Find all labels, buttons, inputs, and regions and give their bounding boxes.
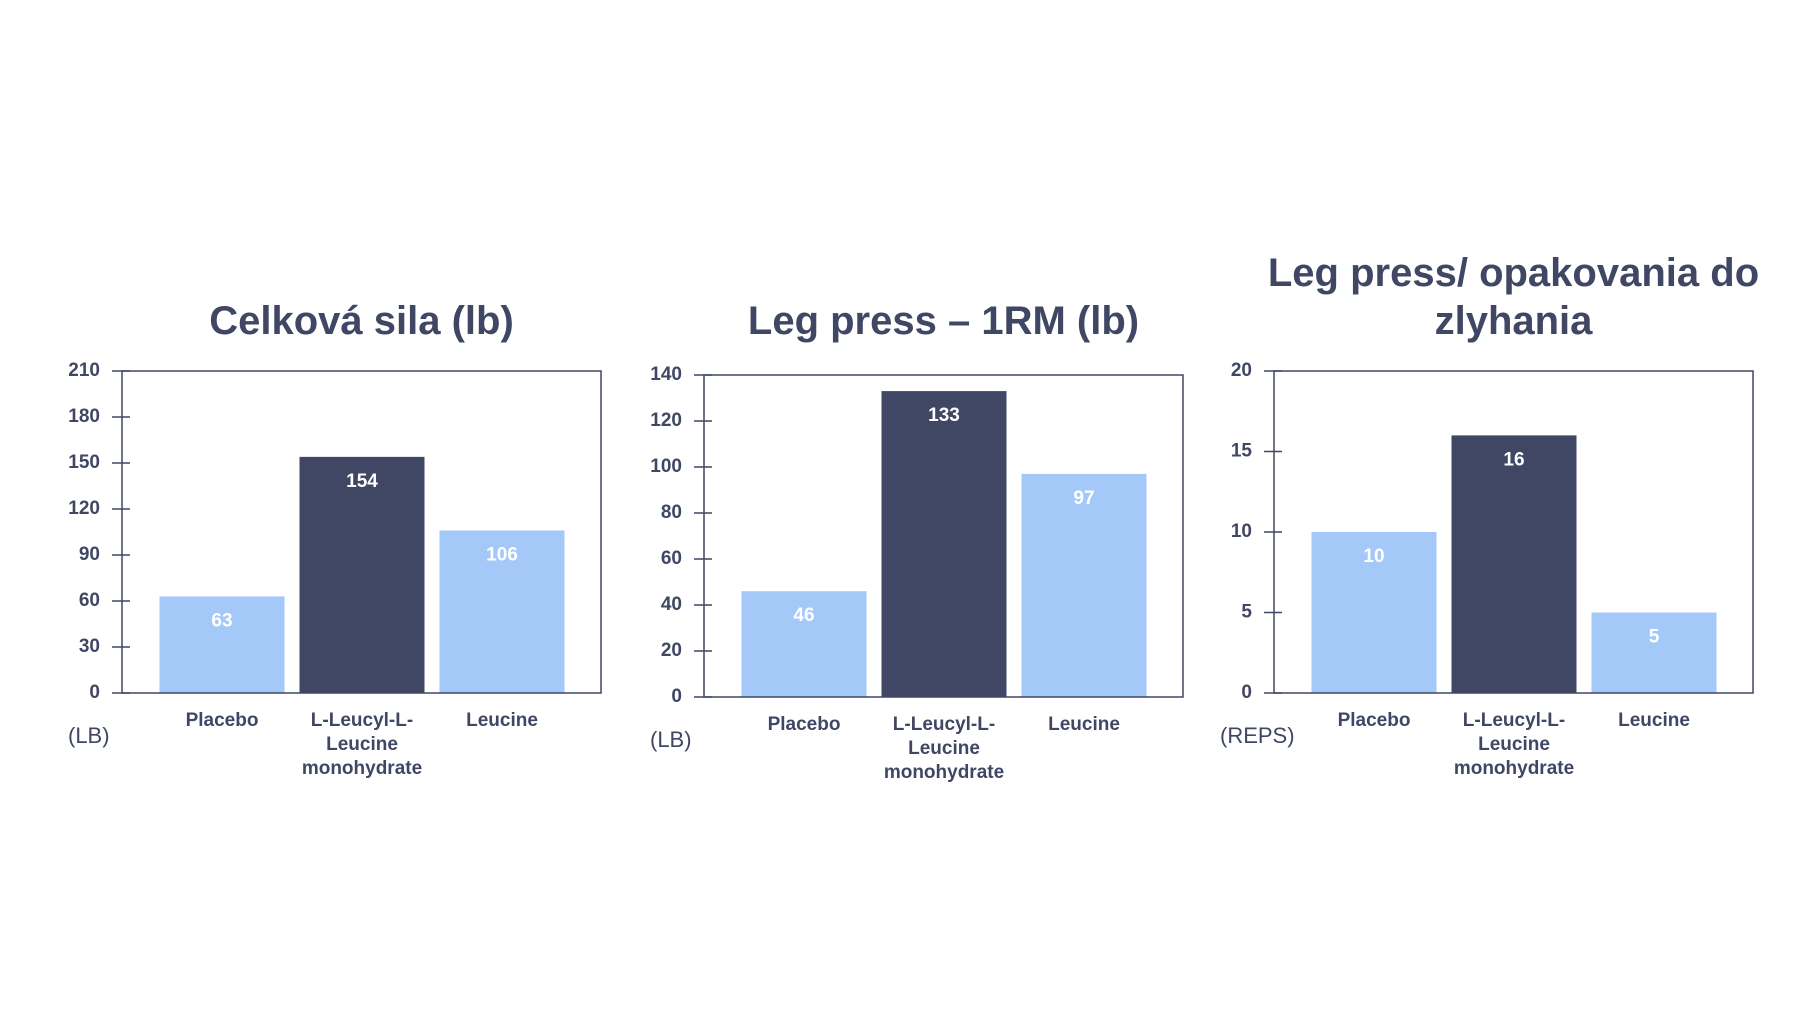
x-tick-label: L-Leucyl-L-Leucine monohydrate xyxy=(883,714,1005,783)
unit-label: (REPS) xyxy=(1220,723,1295,748)
plot-frame xyxy=(703,374,1184,698)
bar xyxy=(1311,532,1437,693)
value-label: 97 xyxy=(1073,488,1094,509)
value-label: 106 xyxy=(486,544,518,565)
y-tick-label: 0 xyxy=(1241,682,1252,703)
chart-title: Celková sila (lb) xyxy=(209,299,514,343)
chart-title: Leg press – 1RM (lb) xyxy=(747,299,1140,343)
y-tick-label: 10 xyxy=(1231,521,1252,542)
x-tick-label: Leucine xyxy=(1048,714,1120,735)
y-tick-label: 40 xyxy=(661,594,682,615)
y-tick-label: 20 xyxy=(661,640,682,661)
y-tick-label: 30 xyxy=(79,636,100,657)
y-tick-label: 100 xyxy=(650,456,682,477)
x-tick-label: Placebo xyxy=(185,710,259,731)
bar xyxy=(299,456,425,693)
x-tick-label: Leucine xyxy=(466,710,538,731)
x-tick-label: L-Leucyl-L-Leucine monohydrate xyxy=(1453,710,1575,779)
bar xyxy=(1451,435,1577,693)
value-label: 5 xyxy=(1649,627,1660,648)
y-tick-label: 0 xyxy=(89,682,100,703)
x-tick-label: Leucine xyxy=(1618,710,1690,731)
y-tick-label: 60 xyxy=(661,548,682,569)
plot-frame xyxy=(121,370,602,694)
value-label: 16 xyxy=(1503,449,1524,470)
value-label: 154 xyxy=(346,471,378,492)
value-label: 46 xyxy=(793,605,814,626)
y-tick-label: 140 xyxy=(650,364,682,385)
y-tick-label: 120 xyxy=(68,498,100,519)
x-tick-label: Placebo xyxy=(1337,710,1411,731)
y-tick-label: 20 xyxy=(1231,360,1252,381)
unit-label: (LB) xyxy=(68,723,110,748)
bar xyxy=(159,596,285,693)
x-tick-label: L-Leucyl-L-Leucine monohydrate xyxy=(301,710,423,779)
y-tick-label: 180 xyxy=(68,406,100,427)
y-tick-label: 150 xyxy=(68,452,100,473)
y-tick-label: 0 xyxy=(671,686,682,707)
y-tick-label: 60 xyxy=(79,590,100,611)
y-tick-label: 210 xyxy=(68,360,100,381)
y-tick-label: 5 xyxy=(1241,602,1252,623)
bar xyxy=(1021,473,1147,697)
y-tick-label: 90 xyxy=(79,544,100,565)
bar xyxy=(741,591,867,697)
y-tick-label: 120 xyxy=(650,410,682,431)
value-label: 63 xyxy=(211,610,232,631)
unit-label: (LB) xyxy=(650,727,692,752)
plot-frame xyxy=(1273,370,1754,694)
bar xyxy=(1591,612,1717,693)
x-tick-label: Placebo xyxy=(767,714,841,735)
value-label: 133 xyxy=(928,405,960,426)
chart-title: Leg press/ opakovania do zlyhania xyxy=(1267,251,1760,343)
y-tick-label: 80 xyxy=(661,502,682,523)
value-label: 10 xyxy=(1363,546,1384,567)
bar xyxy=(439,530,565,693)
y-tick-label: 15 xyxy=(1231,441,1253,462)
bar xyxy=(881,391,1007,697)
